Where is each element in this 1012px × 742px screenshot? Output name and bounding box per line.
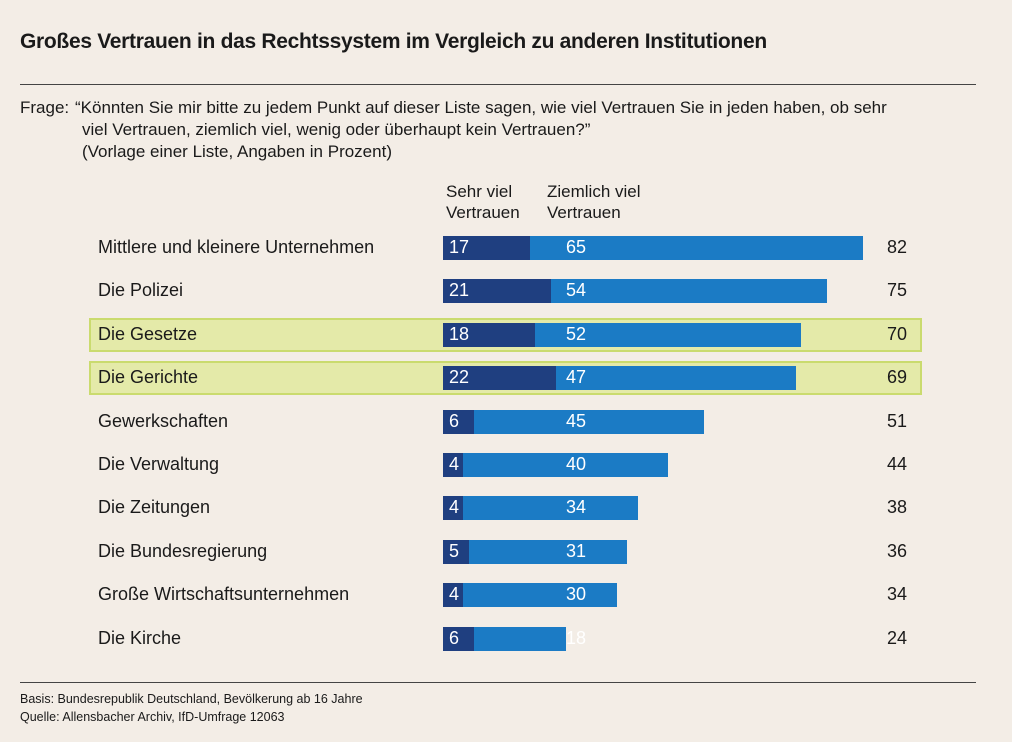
- category-label: Die Gesetze: [98, 324, 198, 344]
- bar-value: 17: [449, 237, 470, 257]
- total-value: 34: [887, 584, 908, 604]
- category-label: Die Kirche: [98, 628, 182, 648]
- bar-value: 5: [449, 541, 460, 561]
- bar-value: 47: [565, 367, 587, 387]
- bar-value: 54: [565, 280, 587, 300]
- question-note: (Vorlage einer Liste, Angaben in Prozent…: [82, 142, 392, 161]
- category-label: Die Polizei: [98, 280, 184, 300]
- total-value: 44: [887, 454, 908, 474]
- total-value: 38: [887, 497, 908, 517]
- bar-value: 40: [565, 454, 587, 474]
- bar-value: 30: [565, 584, 587, 604]
- divider: [20, 84, 976, 85]
- bar-value: 45: [565, 411, 587, 431]
- footer-source: Quelle: Allensbacher Archiv, IfD-Umfrage…: [20, 710, 285, 724]
- bar-ziemlich-viel: 45: [473, 410, 705, 434]
- bar-value: 18: [565, 628, 587, 648]
- bar-ziemlich-viel: 65: [530, 236, 863, 260]
- category-label: Mittlere und kleinere Unternehmen: [98, 237, 375, 257]
- bar-sehr-viel: 4: [443, 453, 464, 477]
- category-label: Gewerkschaften: [98, 411, 229, 431]
- bar-ziemlich-viel: 31: [468, 540, 628, 564]
- bar-ziemlich-viel: 34: [463, 496, 638, 520]
- bar-value: 21: [449, 280, 470, 300]
- bar-value: 4: [449, 454, 460, 474]
- bar-sehr-viel: 4: [443, 583, 464, 607]
- total-value: 75: [887, 280, 908, 300]
- footer-divider: [20, 682, 976, 683]
- bar-sehr-viel: 4: [443, 496, 464, 520]
- bar-sehr-viel: 6: [443, 410, 474, 434]
- category-label: Die Zeitungen: [98, 497, 211, 517]
- bar-sehr-viel: 5: [443, 540, 469, 564]
- bar-ziemlich-viel: 18: [473, 627, 586, 651]
- bar-sehr-viel: 17: [443, 236, 531, 260]
- bar-value: 31: [565, 541, 587, 561]
- category-label: Die Gerichte: [98, 367, 199, 387]
- chart-title: Großes Vertrauen in das Rechtssystem im …: [20, 30, 767, 53]
- bar-value: 6: [449, 411, 460, 431]
- total-value: 36: [887, 541, 908, 561]
- legend-ziemlich-viel: Ziemlich viel Vertrauen: [547, 182, 641, 222]
- bar-value: 34: [565, 497, 587, 517]
- bar-value: 65: [565, 237, 587, 257]
- bar-ziemlich-viel: 47: [555, 366, 797, 390]
- category-label: Die Verwaltung: [98, 454, 220, 474]
- bar-sehr-viel: 21: [443, 279, 551, 303]
- category-label: Die Bundesregierung: [98, 541, 268, 561]
- category-label: Große Wirtschaftsunternehmen: [98, 584, 350, 604]
- bar-ziemlich-viel: 52: [535, 323, 802, 347]
- total-value: 51: [887, 411, 908, 431]
- bar-sehr-viel: 6: [443, 627, 474, 651]
- legend-sehr-viel: Sehr viel Vertrauen: [446, 182, 520, 222]
- bar-sehr-viel: 22: [443, 366, 556, 390]
- total-value: 82: [887, 237, 908, 257]
- total-value: 70: [887, 324, 908, 344]
- bar-ziemlich-viel: 54: [550, 279, 827, 303]
- total-value: 24: [887, 628, 908, 648]
- bar-value: 4: [449, 584, 460, 604]
- bar-value: 22: [449, 367, 470, 387]
- bar-value: 4: [449, 497, 460, 517]
- bar-ziemlich-viel: 30: [463, 583, 618, 607]
- question-label: Frage:: [20, 98, 70, 117]
- bar-sehr-viel: 18: [443, 323, 536, 347]
- bar-value: 52: [565, 324, 587, 344]
- bar-value: 6: [449, 628, 460, 648]
- footer-basis: Basis: Bundesrepublik Deutschland, Bevöl…: [20, 692, 363, 706]
- bar-value: 18: [449, 324, 470, 344]
- bar-ziemlich-viel: 40: [463, 453, 669, 477]
- total-value: 69: [887, 367, 908, 387]
- question-text: “Könnten Sie mir bitte zu jedem Punkt au…: [75, 98, 887, 139]
